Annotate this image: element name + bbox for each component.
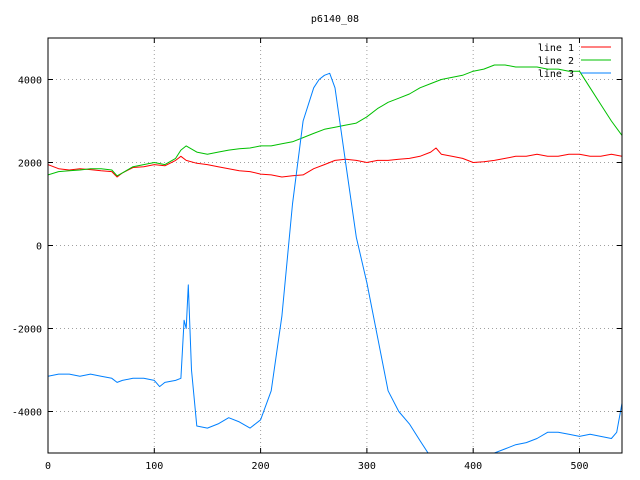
legend-label: line 3 [538,69,574,80]
legend: line 1 line 2 line 3 [538,43,611,80]
x-tick-label: 0 [45,461,51,472]
y-tick-label: -2000 [12,325,42,336]
x-tick-label: 200 [252,461,270,472]
series-line-1 [48,147,622,178]
x-tick-label: 300 [358,461,376,472]
x-tick-label: 100 [145,461,163,472]
y-tick-label: 0 [36,242,42,253]
y-tick-label: 4000 [18,76,42,87]
series-line-3 [48,72,622,453]
legend-label: line 2 [538,56,574,67]
plot-frame [47,37,623,454]
series-group [48,64,622,453]
axis-ticks: 0 100 200 300 400 500 -4000 -2000 0 2000 4000 [12,38,622,472]
chart-title: p6140_08 [311,14,359,25]
y-tick-label: -4000 [12,408,42,419]
y-tick-label: 2000 [18,159,42,170]
grid [48,38,622,453]
x-tick-label: 400 [464,461,482,472]
series-line-2 [48,64,622,177]
legend-label: line 1 [538,43,574,54]
x-tick-label: 500 [570,461,588,472]
